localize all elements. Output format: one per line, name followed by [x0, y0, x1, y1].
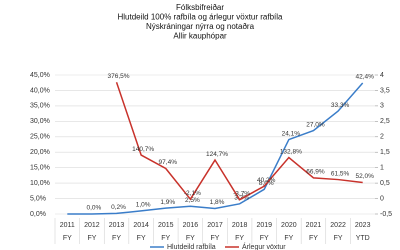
y2-tick-label: 2,5: [380, 118, 390, 125]
x-tick-sublabel: FY: [309, 235, 318, 242]
y-tick-label: 35,0%: [30, 103, 50, 110]
series-line: [115, 82, 363, 201]
legend-label: Hlutdeild rafbíla: [167, 244, 216, 250]
y2-tick-label: 3: [380, 103, 384, 110]
x-tick-sublabel: FY: [63, 235, 72, 242]
value-label: 1,9%: [160, 199, 175, 206]
y2-tick-label: 1,5: [380, 149, 390, 156]
y-tick-label: 30,0%: [30, 118, 50, 125]
value-label: 61,5%: [331, 170, 350, 177]
chart-title: Fólksbifreiðar: [176, 3, 224, 12]
y-tick-label: 25,0%: [30, 134, 50, 141]
x-tick-label: 2012: [84, 222, 100, 229]
x-tick-label: 2019: [256, 222, 272, 229]
value-label: 66,9%: [306, 169, 325, 176]
x-tick-sublabel: FY: [87, 235, 96, 242]
x-tick-sublabel: FY: [137, 235, 146, 242]
value-label: 0,2%: [111, 204, 126, 211]
y2-tick-label: -0,5: [380, 211, 392, 218]
x-tick-label: 2016: [183, 222, 199, 229]
value-label: 40,2%: [257, 177, 276, 184]
x-tick-sublabel: YTD: [356, 235, 370, 242]
x-tick-label: 2020: [281, 222, 297, 229]
y2-tick-label: 2: [380, 134, 384, 141]
y-tick-label: 0,0%: [30, 211, 46, 218]
value-label: 0,0%: [87, 205, 102, 212]
value-label: 2,5%: [185, 197, 200, 204]
value-label: 1,0%: [136, 202, 151, 209]
x-tick-label: 2011: [60, 222, 75, 229]
x-tick-label: 2023: [355, 222, 371, 229]
y2-tick-label: 0,5: [380, 180, 390, 187]
legend-label: Árlegur vöxtur: [242, 242, 286, 250]
value-label: 97,4%: [159, 159, 178, 166]
value-label: -3,7%: [233, 190, 250, 197]
y2-tick-label: 0: [380, 195, 384, 202]
value-label: 140,7%: [132, 146, 154, 153]
x-tick-sublabel: FY: [211, 235, 220, 242]
y-tick-label: 20,0%: [30, 149, 50, 156]
value-label: 132,8%: [280, 148, 302, 155]
x-tick-sublabel: FY: [186, 235, 195, 242]
x-tick-sublabel: FY: [284, 235, 293, 242]
x-tick-label: 2017: [207, 222, 223, 229]
value-label: 52,0%: [355, 173, 374, 180]
y-tick-label: 15,0%: [30, 165, 50, 172]
y-tick-label: 5,0%: [30, 195, 46, 202]
value-label: 27,0%: [306, 121, 325, 128]
value-label: 124,7%: [206, 151, 228, 158]
series-line: [67, 82, 364, 215]
y-tick-label: 45,0%: [30, 72, 50, 79]
value-label: 33,3%: [331, 102, 350, 109]
x-tick-label: 2013: [109, 222, 125, 229]
x-tick-label: 2021: [306, 222, 322, 229]
x-tick-label: 2022: [330, 222, 346, 229]
x-tick-sublabel: FY: [260, 235, 269, 242]
x-tick-sublabel: FY: [112, 235, 121, 242]
value-label: 42,4%: [355, 74, 374, 81]
chart-title: Allir kauphópar: [173, 32, 227, 41]
chart-title: Hlutdeild 100% rafbíla og árlegur vöxtur…: [118, 13, 284, 22]
y-tick-label: 10,0%: [30, 180, 50, 187]
x-tick-sublabel: FY: [235, 235, 244, 242]
y2-tick-label: 1: [380, 165, 384, 172]
x-tick-label: 2014: [133, 222, 149, 229]
value-label: 24,1%: [282, 130, 301, 137]
x-tick-label: 2018: [232, 222, 248, 229]
value-label: 1,8%: [210, 199, 225, 206]
x-tick-sublabel: FY: [334, 235, 343, 242]
chart-title: Nýskráningar nýrra og notaðra: [146, 22, 255, 31]
x-tick-sublabel: FY: [161, 235, 170, 242]
value-label: 376,5%: [108, 73, 130, 80]
y2-tick-label: 3,5: [380, 87, 390, 94]
value-label: -2,1%: [184, 190, 201, 197]
y-tick-label: 40,0%: [30, 87, 50, 94]
x-tick-label: 2015: [158, 222, 174, 229]
y2-tick-label: 4: [380, 72, 384, 79]
